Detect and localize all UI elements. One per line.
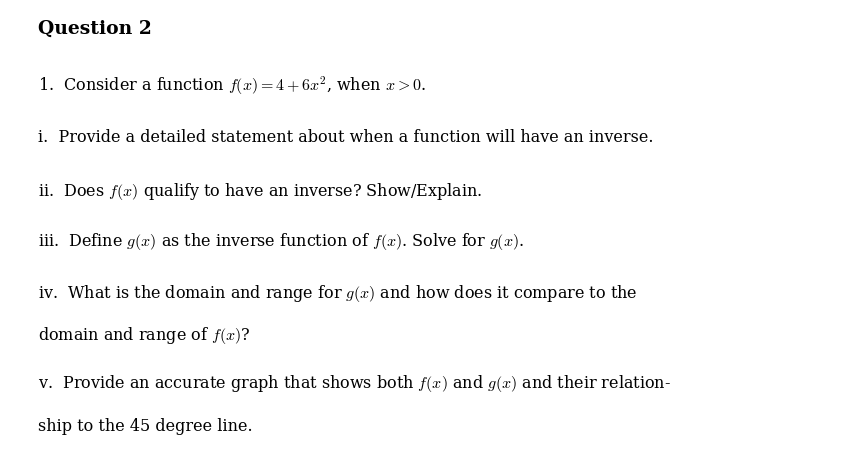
Text: ii.  Does $f(x)$ qualify to have an inverse? Show/Explain.: ii. Does $f(x)$ qualify to have an inver… bbox=[38, 180, 483, 201]
Text: v.  Provide an accurate graph that shows both $f(x)$ and $g(x)$ and their relati: v. Provide an accurate graph that shows … bbox=[38, 372, 671, 393]
Text: iv.  What is the domain and range for $g(x)$ and how does it compare to the: iv. What is the domain and range for $g(… bbox=[38, 282, 637, 303]
Text: i.  Provide a detailed statement about when a function will have an inverse.: i. Provide a detailed statement about wh… bbox=[38, 129, 653, 146]
Text: iii.  Define $g(x)$ as the inverse function of $f(x)$. Solve for $g(x)$.: iii. Define $g(x)$ as the inverse functi… bbox=[38, 231, 524, 252]
Text: ship to the 45 degree line.: ship to the 45 degree line. bbox=[38, 417, 252, 434]
Text: 1.  Consider a function $f(x) = 4 + 6x^2$, when $x > 0$.: 1. Consider a function $f(x) = 4 + 6x^2$… bbox=[38, 74, 426, 97]
Text: Question 2: Question 2 bbox=[38, 20, 152, 38]
Text: domain and range of $f(x)$?: domain and range of $f(x)$? bbox=[38, 325, 251, 345]
